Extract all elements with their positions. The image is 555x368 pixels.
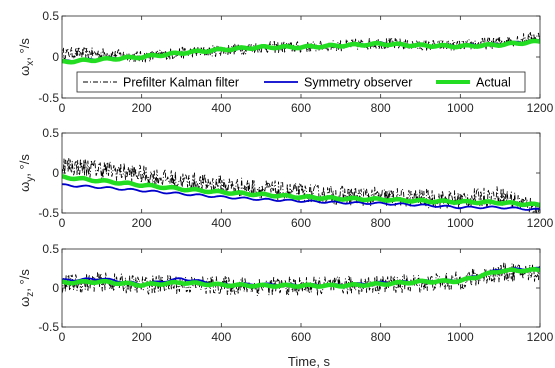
x-tick-label: 800	[371, 216, 391, 230]
series-line-prefilter-kalman-filter	[62, 158, 540, 213]
x-tick-label: 600	[291, 101, 311, 115]
series-line-actual	[62, 173, 540, 208]
plot-area	[62, 32, 540, 65]
y-tick-label: 0.5	[42, 126, 59, 140]
plot-area	[62, 158, 540, 213]
y-axis-label: ωy, °/s	[17, 154, 36, 192]
y-tick-label: 0	[52, 281, 59, 295]
series-line-symmetry-observer	[62, 183, 540, 211]
legend-box	[76, 71, 526, 93]
plot-area	[62, 262, 540, 297]
x-tick-label: 200	[132, 101, 152, 115]
legend-label: Actual	[476, 76, 511, 90]
y-tick-label: -0.5	[38, 91, 59, 105]
series-line-actual	[62, 38, 540, 65]
x-tick-label: 1000	[447, 101, 474, 115]
y-axis-label: ωx, °/s	[17, 38, 36, 76]
y-tick-label: 0.5	[42, 242, 59, 256]
x-tick-label: 400	[211, 330, 231, 344]
y-tick-label: 0.5	[42, 9, 59, 23]
y-tick-label: -0.5	[38, 320, 59, 334]
x-tick-label: 200	[132, 330, 152, 344]
x-tick-label: 1200	[527, 101, 554, 115]
chart-panel-1: 0 200 400 600 800 1000 1200-0.500.5ωx, °/sPref…	[17, 9, 554, 115]
x-tick-label: 600	[291, 216, 311, 230]
y-tick-label: -0.5	[38, 206, 59, 220]
x-tick-label: 400	[211, 101, 231, 115]
chart-panel-2: 0 200 400 600 800 1000 1200-0.500.5ωy, °/s	[17, 126, 554, 230]
x-tick-label: 600	[291, 330, 311, 344]
chart-panel-3: 0 200 400 600 800 1000 1200-0.500.5ωz, °/s	[17, 242, 554, 344]
x-tick-label: 1000	[447, 216, 474, 230]
x-tick-label: 0	[59, 216, 66, 230]
legend-label: Symmetry observer	[304, 76, 412, 90]
x-tick-label: 800	[371, 330, 391, 344]
x-tick-label: 1200	[527, 330, 554, 344]
y-tick-label: 0	[52, 50, 59, 64]
x-tick-label: 1200	[527, 216, 554, 230]
x-tick-label: 800	[371, 101, 391, 115]
x-tick-label: 400	[211, 216, 231, 230]
legend: Prefilter Kalman filter Symmetry observer…	[76, 71, 526, 93]
series-line-actual	[62, 267, 540, 289]
x-axis-label: Time, s	[288, 354, 331, 368]
x-tick-label: 1000	[447, 330, 474, 344]
legend-label: Prefilter Kalman filter	[123, 76, 239, 90]
y-tick-label: 0	[52, 166, 59, 180]
x-tick-label: 0	[59, 330, 66, 344]
y-axis-label: ωz, °/s	[17, 269, 36, 307]
x-tick-label: 0	[59, 101, 66, 115]
x-tick-label: 200	[132, 216, 152, 230]
